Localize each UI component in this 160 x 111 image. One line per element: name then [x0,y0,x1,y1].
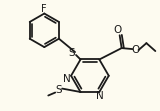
Text: S: S [69,48,75,58]
Text: S: S [55,85,61,95]
Text: N: N [63,74,71,84]
Text: N: N [96,91,104,101]
Text: F: F [41,4,47,14]
Text: O: O [131,45,140,55]
Text: O: O [114,25,122,35]
